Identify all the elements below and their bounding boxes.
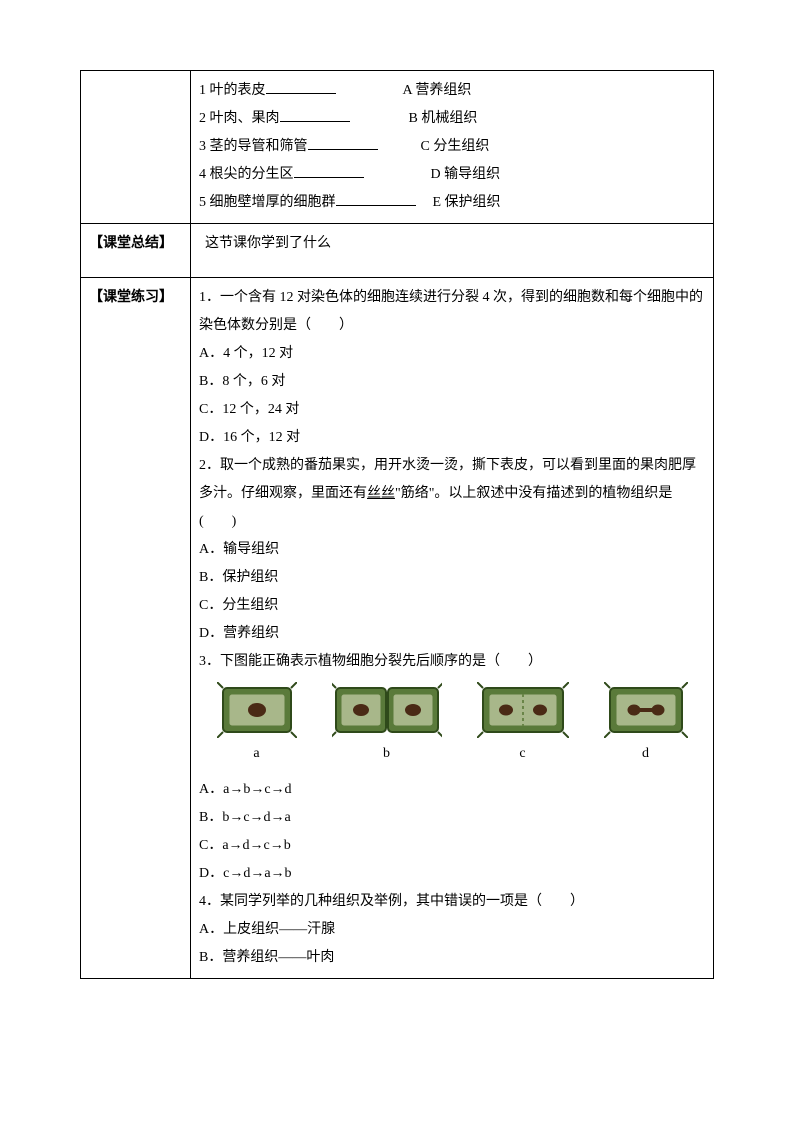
cell-diagram-d bbox=[604, 682, 688, 738]
match-left-text: 2 叶肉、果肉 bbox=[199, 111, 280, 126]
cell-label: d bbox=[604, 740, 688, 768]
q3-stem: 3．下图能正确表示植物细胞分裂先后顺序的是（ ） bbox=[199, 648, 705, 676]
blank-line bbox=[266, 80, 336, 94]
match-right-text: B 机械组织 bbox=[403, 105, 478, 133]
match-left-text: 3 茎的导管和筛管 bbox=[199, 139, 308, 154]
q1-opt: A．4 个，12 对 bbox=[199, 340, 705, 368]
q1-opt: C．12 个，24 对 bbox=[199, 396, 705, 424]
q3-opt: B．b→c→d→a bbox=[199, 804, 705, 832]
blank-line bbox=[336, 192, 416, 206]
match-right-text: E 保护组织 bbox=[433, 189, 501, 217]
q1-opt: D．16 个，12 对 bbox=[199, 424, 705, 452]
cell-label: b bbox=[332, 740, 442, 768]
q4-opt: B．营养组织——叶肉 bbox=[199, 944, 705, 972]
match-left-text: 5 细胞壁增厚的细胞群 bbox=[199, 195, 336, 210]
q1-opt: B．8 个，6 对 bbox=[199, 368, 705, 396]
q2-underline: 丝丝 bbox=[367, 486, 395, 501]
section3-content: 1．一个含有 12 对染色体的细胞连续进行分裂 4 次，得到的细胞数和每个细胞中… bbox=[191, 278, 714, 979]
match-row: 1 叶的表皮 A 营养组织 bbox=[199, 77, 705, 105]
section2-content: 这节课你学到了什么 bbox=[191, 224, 714, 278]
blank-line bbox=[294, 164, 364, 178]
worksheet-table: 1 叶的表皮 A 营养组织 2 叶肉、果肉 B 机械组织 3 茎的导管和筛管 C… bbox=[80, 70, 714, 979]
match-right-text: A 营养组织 bbox=[403, 77, 472, 105]
cell-label: a bbox=[217, 740, 297, 768]
match-row: 4 根尖的分生区 D 输导组织 bbox=[199, 161, 705, 189]
q2-opt: A．输导组织 bbox=[199, 536, 705, 564]
q1-stem: 1．一个含有 12 对染色体的细胞连续进行分裂 4 次，得到的细胞数和每个细胞中… bbox=[199, 284, 705, 340]
match-row: 3 茎的导管和筛管 C 分生组织 bbox=[199, 133, 705, 161]
cell-diagram-c bbox=[477, 682, 569, 738]
q2-opt: B．保护组织 bbox=[199, 564, 705, 592]
section1-content: 1 叶的表皮 A 营养组织 2 叶肉、果肉 B 机械组织 3 茎的导管和筛管 C… bbox=[191, 71, 714, 224]
match-right-text: C 分生组织 bbox=[403, 133, 490, 161]
match-left-text: 4 根尖的分生区 bbox=[199, 167, 294, 182]
q3-opt: A．a→b→c→d bbox=[199, 776, 705, 804]
q2-opt: D．营养组织 bbox=[199, 620, 705, 648]
q3-opt: C．a→d→c→b bbox=[199, 832, 705, 860]
cell-diagram-row bbox=[199, 676, 705, 740]
match-left-text: 1 叶的表皮 bbox=[199, 83, 266, 98]
q4-stem: 4．某同学列举的几种组织及举例，其中错误的一项是（ ） bbox=[199, 888, 705, 916]
section3-label: 【课堂练习】 bbox=[81, 278, 191, 979]
match-row: 2 叶肉、果肉 B 机械组织 bbox=[199, 105, 705, 133]
section1-label bbox=[81, 71, 191, 224]
cell-label-row: a b c d bbox=[199, 740, 705, 776]
cell-label: c bbox=[477, 740, 569, 768]
cell-diagram-b bbox=[332, 682, 442, 738]
section2-label: 【课堂总结】 bbox=[81, 224, 191, 278]
cell-diagram-a bbox=[217, 682, 297, 738]
q2-opt: C．分生组织 bbox=[199, 592, 705, 620]
match-right-text: D 输导组织 bbox=[403, 161, 501, 189]
q4-opt: A．上皮组织——汗腺 bbox=[199, 916, 705, 944]
blank-line bbox=[280, 108, 350, 122]
q3-opt: D．c→d→a→b bbox=[199, 860, 705, 888]
blank-line bbox=[308, 136, 378, 150]
match-row: 5 细胞壁增厚的细胞群 E 保护组织 bbox=[199, 189, 705, 217]
q2-stem: 2．取一个成熟的番茄果实，用开水烫一烫，撕下表皮，可以看到里面的果肉肥厚多汁。仔… bbox=[199, 452, 705, 536]
